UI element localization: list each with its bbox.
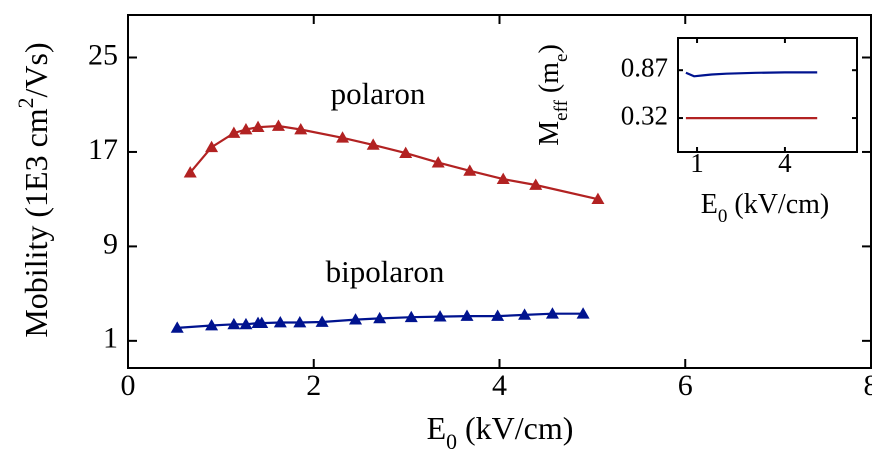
y-tick-label: 0.32 [621,100,668,130]
x-tick-label: 4 [492,369,507,402]
marker [227,317,241,330]
marker [491,309,505,321]
marker [545,307,559,319]
marker [496,172,510,184]
annotation: polaron [331,76,426,111]
marker [315,315,329,327]
x-tick-label: 4 [778,148,792,178]
y-tick-label: 1 [103,322,118,355]
marker [336,131,350,143]
marker [576,307,590,319]
x-axis-label: E0 (kV/cm) [427,410,574,453]
inset-y-axis-label-part: e [551,54,572,62]
annotation: bipolaron [326,254,445,289]
marker [251,120,265,133]
marker [255,316,269,329]
marker [170,321,184,333]
y-axis-label: Mobility (1E3 cm2/Vs) [14,42,54,337]
marker [460,309,474,321]
marker [463,164,477,176]
marker [273,316,287,328]
y-axis-label-part: Mobility (1E3 cm [18,108,54,337]
marker [366,138,380,150]
marker [239,317,253,330]
x-axis-label-part: 0 [446,430,457,453]
inset-y-axis-label-part: ) [534,44,565,53]
series-line [685,71,818,78]
y-tick-label: 0.87 [621,52,668,82]
inset-y-axis-label-part: eff [551,99,572,120]
y-tick-label: 17 [88,133,118,166]
marker [591,192,605,205]
x-tick-label: 8 [864,369,872,402]
y-axis-label-part: /Vs) [18,42,54,97]
x-axis-label-part: (kV/cm) [457,410,573,446]
axes-frame [677,37,858,153]
inset-background [678,38,857,152]
marker [433,310,447,322]
marker [239,123,253,135]
marker [404,310,418,323]
y-axis-label-part: 2 [14,97,38,108]
x-tick-label: 2 [306,369,321,402]
x-tick-label: 1 [690,148,704,178]
inset-y-axis-label: Meff (me) [534,44,571,146]
marker [271,119,285,131]
marker [399,146,413,159]
y-tick-label: 25 [88,38,118,71]
marker [227,126,241,138]
marker [349,313,363,325]
marker [205,140,219,153]
marker [293,316,307,328]
x-axis-label-part: E [427,410,447,446]
inset-y-axis-label-part: (m [534,62,565,100]
inset-y-axis-label-part: M [534,121,565,146]
y-tick-label: 9 [103,227,118,260]
marker [518,308,532,320]
marker [529,178,543,190]
inset-x-axis-label-part: E [701,189,718,220]
x-tick-label: 6 [678,369,693,402]
inset-x-axis-label-part: (kV/cm) [727,189,829,220]
marker [294,123,308,135]
marker [205,318,219,331]
x-tick-label: 0 [121,369,136,402]
marker [373,311,387,324]
marker [183,166,197,178]
marker [431,156,445,168]
inset-x-axis-label: E0 (kV/cm) [701,189,829,226]
inset-x-axis-label-part: 0 [718,206,728,227]
